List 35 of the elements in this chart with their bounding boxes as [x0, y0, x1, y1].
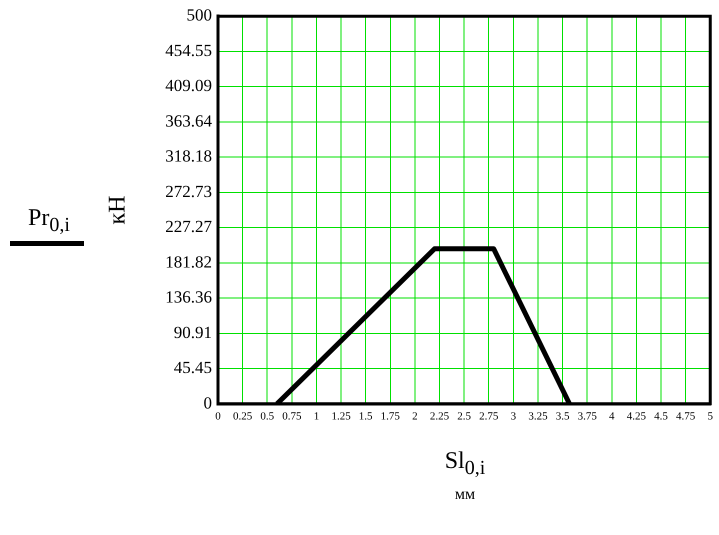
x-tick-label: 0.5	[260, 410, 275, 422]
x-tick-label: 4.75	[676, 410, 696, 422]
y-tick-label: 45.45	[174, 358, 212, 378]
x-tick-label: 1	[314, 410, 320, 422]
y-tick-label: 136.36	[165, 288, 212, 307]
x-tick-label: 2.5	[457, 410, 472, 422]
x-tick-label: 1.25	[331, 410, 352, 422]
y-tick-label: 272.73	[165, 182, 212, 201]
x-tick-label: 0.25	[232, 410, 253, 422]
y-tick-label: 409.09	[165, 76, 212, 96]
x-tick-label: 3.5	[556, 410, 570, 422]
y-tick-label: 90.91	[174, 322, 212, 342]
x-tick-label: 3	[510, 410, 517, 422]
x-tick-label: 3.25	[528, 410, 548, 422]
x-tick-label: 1.75	[380, 410, 400, 422]
y-tick-label: 500	[186, 6, 212, 25]
x-tick-label: 3.75	[578, 410, 598, 422]
x-tick-label: 0.75	[282, 410, 302, 422]
y-tick-label: 318.18	[165, 146, 212, 166]
x-tick-label: 4.25	[626, 410, 647, 422]
text: Pr$_{0,i}$	[27, 205, 71, 238]
x-tick-label: 4.5	[654, 410, 668, 422]
y-axis-title: кН	[104, 196, 131, 224]
x-tick-label: 2.75	[479, 410, 499, 422]
y-tick-label: 227.27	[165, 217, 212, 236]
x-tick-label: 2.25	[430, 410, 450, 422]
x-axis-title: Sl$_{0,i}$ мм	[444, 448, 486, 505]
x-tick-label: 5	[708, 410, 714, 422]
y-tick-label: 454.55	[165, 40, 212, 60]
x-tick-label: 2	[412, 410, 418, 422]
x-tick-label: 0	[215, 410, 222, 422]
y-tick-label: 363.64	[165, 111, 212, 130]
x-tick-label: 4	[609, 410, 616, 422]
x-tick-label: 1.5	[358, 410, 374, 422]
y-tick-label: 181.82	[165, 252, 212, 272]
